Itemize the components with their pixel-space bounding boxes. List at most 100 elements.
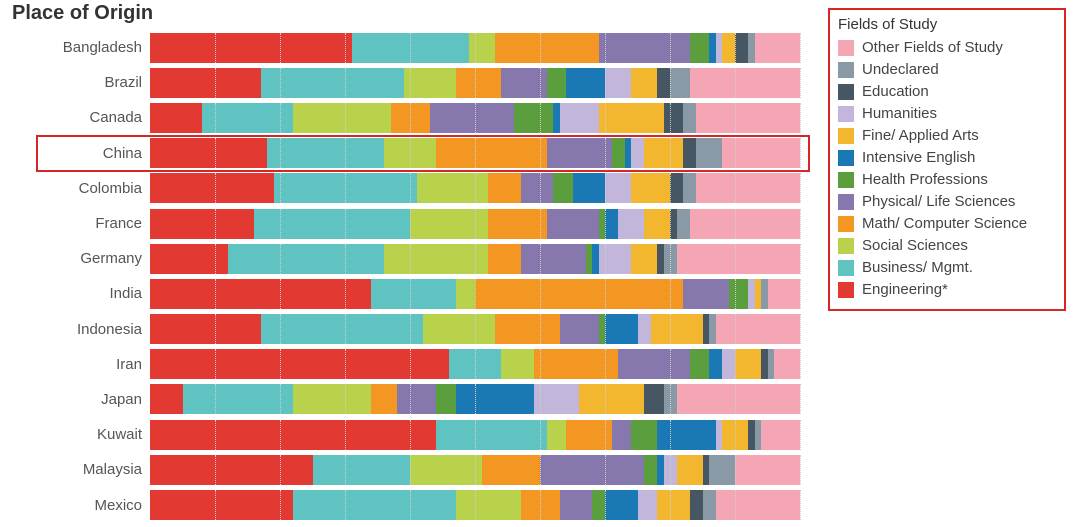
bar-segment	[293, 103, 391, 133]
chart-row: France	[0, 206, 800, 241]
bar-segment	[547, 420, 567, 450]
bar-segment	[599, 33, 690, 63]
bar-segment	[254, 209, 410, 239]
bar-segment	[716, 490, 801, 520]
bar-segment	[436, 384, 456, 414]
bar-segment	[735, 455, 800, 485]
bar-segment	[768, 279, 801, 309]
bar-track	[150, 420, 800, 450]
bar-segment	[677, 244, 801, 274]
legend-label: Undeclared	[862, 59, 939, 81]
bar-segment	[709, 349, 722, 379]
bar-segment	[722, 33, 735, 63]
legend-item: Math/ Computer Science	[838, 213, 1056, 235]
bar-segment	[696, 138, 722, 168]
legend-item: Social Sciences	[838, 235, 1056, 257]
bar-track	[150, 314, 800, 344]
bar-track	[150, 244, 800, 274]
chart-row: India	[0, 276, 800, 311]
bar-segment	[150, 349, 449, 379]
bar-segment	[618, 349, 690, 379]
bar-segment	[560, 490, 593, 520]
chart-row: Indonesia	[0, 312, 800, 347]
legend-item: Intensive English	[838, 147, 1056, 169]
bar-segment	[456, 279, 476, 309]
legend-label: Physical/ Life Sciences	[862, 191, 1015, 213]
bar-segment	[456, 490, 521, 520]
bar-segment	[592, 490, 605, 520]
bar-segment	[202, 103, 293, 133]
bar-track	[150, 349, 800, 379]
chart-row: Germany	[0, 241, 800, 276]
bar-segment	[690, 490, 703, 520]
bar-track	[150, 173, 800, 203]
bar-segment	[573, 173, 606, 203]
bar-segment	[553, 173, 573, 203]
bar-segment	[469, 33, 495, 63]
bar-segment	[150, 244, 228, 274]
bar-segment	[547, 138, 612, 168]
bar-segment	[150, 209, 254, 239]
bar-segment	[677, 455, 703, 485]
legend-label: Math/ Computer Science	[862, 213, 1027, 235]
legend-label: Fine/ Applied Arts	[862, 125, 979, 147]
legend-label: Intensive English	[862, 147, 975, 169]
legend-swatch	[838, 128, 854, 144]
bar-segment	[475, 279, 683, 309]
bar-segment	[261, 68, 404, 98]
legend-item: Other Fields of Study	[838, 37, 1056, 59]
bar-segment	[410, 455, 482, 485]
bar-segment	[482, 455, 541, 485]
bar-segment	[150, 279, 371, 309]
legend-swatch	[838, 40, 854, 56]
bar-segment	[456, 384, 534, 414]
bar-segment	[664, 455, 677, 485]
bar-segment	[534, 349, 619, 379]
bar-segment	[228, 244, 384, 274]
bar-segment	[495, 314, 560, 344]
chart-title: Place of Origin	[12, 2, 153, 25]
bar-segment	[703, 490, 716, 520]
bar-segment	[638, 490, 658, 520]
country-label: Kuwait	[0, 426, 150, 443]
legend-swatch	[838, 260, 854, 276]
legend-swatch	[838, 106, 854, 122]
legend-label: Education	[862, 81, 929, 103]
bar-segment	[371, 279, 456, 309]
bar-segment	[534, 384, 580, 414]
bar-segment	[670, 173, 683, 203]
bar-segment	[664, 384, 677, 414]
stacked-bar-chart: BangladeshBrazilCanadaChinaColombiaFranc…	[0, 30, 800, 523]
bar-segment	[183, 384, 294, 414]
bar-track	[150, 455, 800, 485]
bar-segment	[605, 68, 631, 98]
bar-segment	[449, 349, 501, 379]
chart-row: Malaysia	[0, 452, 800, 487]
bar-segment	[566, 420, 612, 450]
bar-segment	[722, 138, 800, 168]
country-label: China	[0, 145, 150, 162]
bar-segment	[605, 314, 638, 344]
legend-swatch	[838, 84, 854, 100]
bar-segment	[436, 138, 547, 168]
country-label: Brazil	[0, 74, 150, 91]
bar-segment	[150, 173, 274, 203]
country-label: Germany	[0, 250, 150, 267]
bar-segment	[501, 68, 547, 98]
bar-segment	[313, 455, 411, 485]
bar-segment	[677, 384, 801, 414]
bar-segment	[456, 68, 502, 98]
bar-segment	[683, 103, 696, 133]
bar-segment	[391, 103, 430, 133]
country-label: Mexico	[0, 497, 150, 514]
chart-row: China	[0, 136, 800, 171]
bar-segment	[683, 279, 729, 309]
bar-segment	[683, 138, 696, 168]
legend-swatch	[838, 172, 854, 188]
bar-segment	[696, 103, 800, 133]
bar-segment	[664, 103, 684, 133]
bar-segment	[644, 455, 657, 485]
bar-segment	[735, 349, 761, 379]
legend-swatch	[838, 216, 854, 232]
bar-segment	[755, 33, 801, 63]
